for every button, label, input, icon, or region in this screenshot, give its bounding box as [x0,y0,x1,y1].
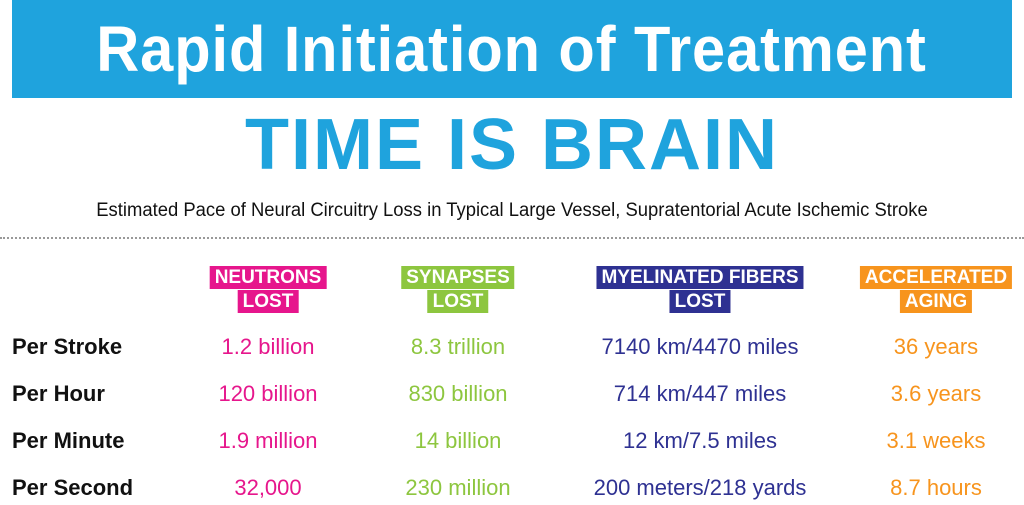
table-cell: 714 km/447 miles [613,381,787,406]
table-cell: 12 km/7.5 miles [622,428,778,453]
table-cell: 8.7 hours [890,475,982,500]
dotted-divider [0,237,1024,239]
table-cell: 230 million [405,475,511,500]
table-cell: 200 meters/218 yards [593,475,807,500]
table-cell: 36 years [893,334,979,359]
column-header: ACCELERATED AGING [859,266,1013,314]
column-header: NEUTRONS LOST [209,266,327,314]
description: Estimated Pace of Neural Circuitry Loss … [96,200,928,221]
column-header-line: SYNAPSES [401,266,515,289]
column-header: SYNAPSES LOST [401,266,515,314]
row-label: Per Hour [12,381,105,406]
table-cell: 3.1 weeks [886,428,986,453]
title-banner: Rapid Initiation of Treatment [12,0,1012,98]
column-header-line: LOST [237,290,299,313]
table-cell: 8.3 trillion [410,334,506,359]
table-cell: 120 billion [218,381,318,406]
subtitle: TIME IS BRAIN [244,105,779,185]
column-header-line: LOST [669,290,731,313]
table-cell: 1.9 million [218,428,318,453]
table-cell: 3.6 years [890,381,982,406]
row-label: Per Stroke [12,334,123,359]
table-cell: 14 billion [414,428,502,453]
column-header-line: AGING [899,290,973,313]
title: Rapid Initiation of Treatment [96,13,928,85]
row-label: Per Second [12,475,134,500]
row-label: Per Minute [12,428,125,453]
table-cell: 32,000 [234,475,302,500]
column-header-line: ACCELERATED [859,266,1013,289]
column-header-line: NEUTRONS [209,266,327,289]
column-header-line: LOST [427,290,489,313]
table-cell: 1.2 billion [221,334,315,359]
table-cell: 7140 km/4470 miles [601,334,799,359]
column-header-line: MYELINATED FIBERS [596,266,804,289]
column-header: MYELINATED FIBERS LOST [596,266,804,314]
table-cell: 830 billion [408,381,508,406]
